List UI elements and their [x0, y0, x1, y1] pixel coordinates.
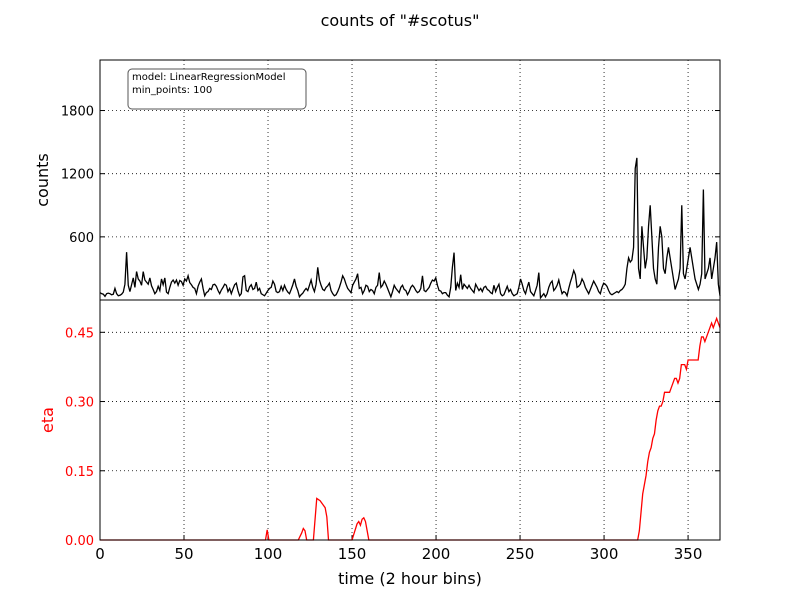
annotation-frame — [127, 68, 307, 110]
eta-y-ticks: 0.00 0.15 0.30 0.45 — [65, 326, 720, 549]
eta-y-tick-label: 0.30 — [65, 396, 94, 411]
x-tick-label: 0 — [95, 545, 105, 563]
counts-series-line — [99, 157, 721, 300]
eta-y-tick-label: 0.00 — [65, 534, 94, 549]
eta-y-tick-label: 0.15 — [65, 465, 94, 480]
x-axis-label: time (2 hour bins) — [338, 569, 482, 588]
annotation-model-text: model: LinearRegressionModel — [132, 72, 286, 83]
counts-y-ticks: 600 1200 1800 — [61, 105, 720, 246]
x-tick-label: 50 — [174, 545, 193, 563]
counts-y-tick-label: 1200 — [61, 168, 94, 183]
eta-x-ticks: 0 50 100 150 200 250 300 350 — [95, 535, 702, 563]
model-annotation: model: LinearRegressionModel min_points:… — [127, 68, 307, 110]
x-tick-label: 350 — [674, 545, 703, 563]
eta-series-line — [100, 316, 721, 541]
x-tick-label: 200 — [422, 545, 451, 563]
eta-axes-frame — [99, 299, 721, 541]
x-tick-label: 300 — [590, 545, 619, 563]
eta-grid — [100, 300, 720, 540]
x-tick-label: 250 — [506, 545, 535, 563]
counts-y-tick-label: 1800 — [61, 105, 94, 120]
x-tick-label: 100 — [254, 545, 283, 563]
annotation-min-points-text: min_points: 100 — [132, 85, 212, 96]
counts-panel: 600 1200 1800 model: LinearRegressionModel… — [33, 59, 721, 301]
eta-panel: 0.00 0.15 0.30 0.45 0 50 100 150 200 250 300 350 e… — [38, 299, 721, 588]
counts-y-tick-label: 600 — [69, 231, 94, 246]
eta-y-tick-label: 0.45 — [65, 326, 94, 341]
counts-y-axis-label: counts — [33, 153, 52, 206]
eta-y-axis-label: eta — [38, 407, 57, 433]
x-tick-label: 150 — [338, 545, 367, 563]
chart-title: counts of "#scotus" — [321, 11, 480, 30]
